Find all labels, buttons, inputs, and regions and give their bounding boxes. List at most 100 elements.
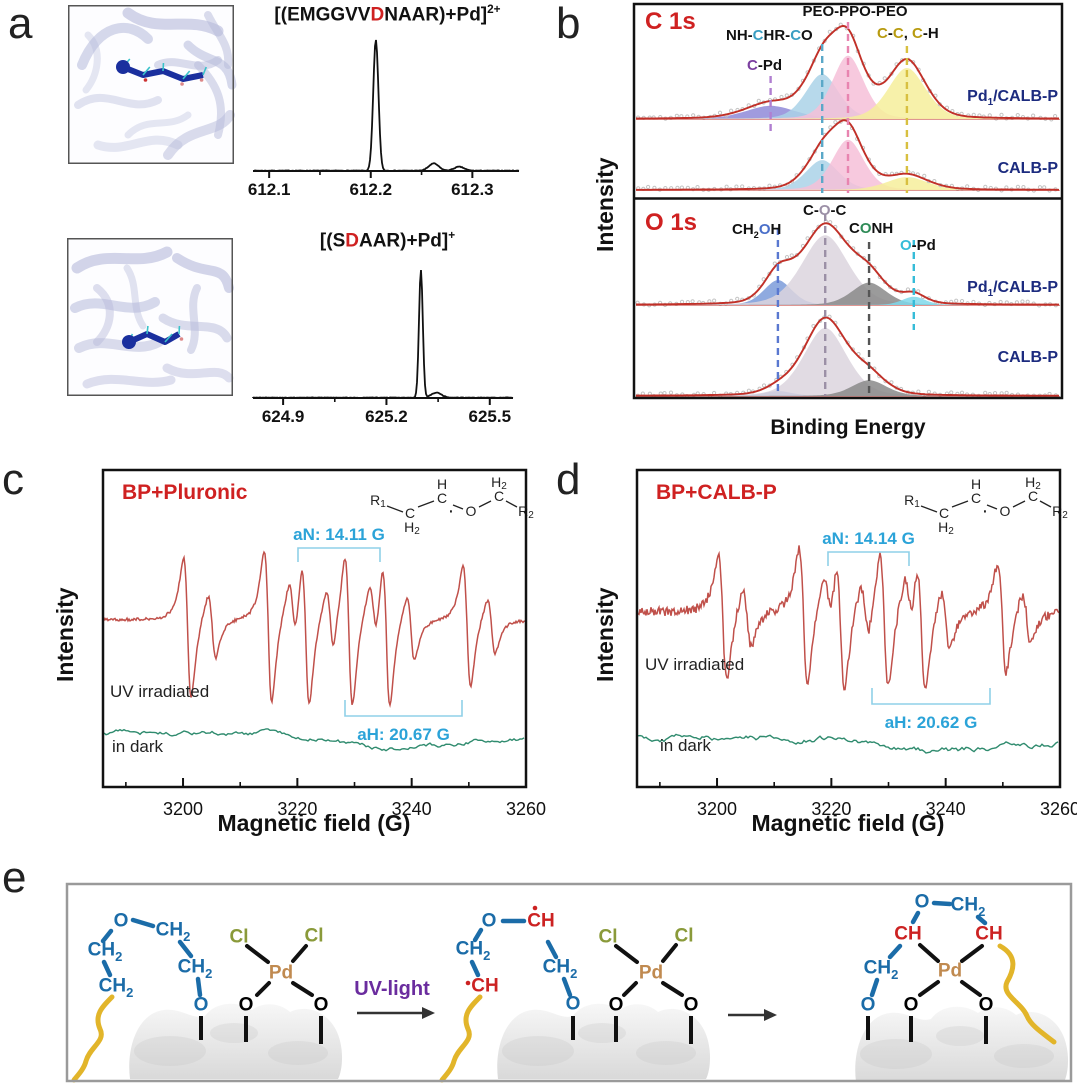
- ms2-axis: 624.9 625.2 625.5: [253, 397, 513, 426]
- xps-envelope-Pd1/CALB-P: [636, 222, 1059, 306]
- epr-plot-bp-calbp: 3200 3220 3240 3260 aN: 14.14 G aH: 20.62 G R1…: [635, 468, 1077, 819]
- atom-label: CH2: [951, 895, 986, 919]
- atom-label: CH2: [156, 920, 191, 944]
- aH-label: aH: 20.62 G: [885, 713, 978, 732]
- xps-c1s-trace2-label: CALB-P: [997, 160, 1058, 177]
- x-tick-label: 3220: [277, 799, 317, 819]
- xps-label-o-pd: O-Pd: [900, 237, 936, 254]
- x-tick-label: 3240: [926, 799, 966, 819]
- atom-label: O: [566, 994, 581, 1015]
- xps-y-axis-label: Intensity: [592, 157, 618, 253]
- aN-label: aN: 14.14 G: [822, 529, 915, 548]
- enzyme-surface-blob: [129, 1003, 343, 1079]
- in-dark-trace: [637, 733, 1059, 754]
- x-tick-label: 625.2: [365, 407, 408, 426]
- structure-radical-after-UV: O CH CH2 CH CH2 O Cl Cl Pd O O: [456, 905, 699, 1016]
- xps-label-c-pd: C-Pd: [747, 57, 783, 74]
- enzyme-surface-blob: [855, 1006, 1069, 1082]
- atom-label: CH2: [864, 958, 899, 982]
- atom-label: Pd: [938, 961, 962, 982]
- x-tick-label: 3200: [163, 799, 203, 819]
- epr-c-uv-label: UV irradiated: [110, 682, 210, 701]
- xps-label-nhchrco: NH-CHR-CO: [726, 27, 813, 44]
- xps-o1s-trace1-label: Pd1/CALB-P: [967, 279, 1058, 300]
- protein-structure-image-bottom: [67, 238, 234, 396]
- inset-atom: H2: [938, 519, 954, 537]
- xps-label-conh: CONH: [849, 220, 894, 237]
- polymer-tail: [439, 994, 483, 1083]
- panel-d-label: d: [556, 455, 581, 504]
- inset-atom: ·: [982, 500, 989, 522]
- uv-irradiated-trace: [637, 545, 1060, 691]
- atom-label: O: [861, 995, 876, 1016]
- atom-label: CH2: [88, 940, 123, 964]
- xps-c1s-trace1-label: Pd1/CALB-P: [967, 88, 1058, 109]
- epr-c-x-axis-label: Magnetic field (G): [217, 810, 411, 836]
- inset-atom: O: [466, 503, 477, 519]
- x-tick-label: 624.9: [262, 407, 305, 426]
- bound-peptide-ligand: [122, 325, 184, 349]
- atom-label: Cl: [599, 927, 618, 948]
- epr-plot-bp-pluronic: 3200 3220 3240 3260 aN: 14.11 G aH: 20.67 G R1…: [101, 468, 546, 819]
- atom-label: O: [239, 995, 254, 1016]
- x-tick-label: 612.3: [451, 180, 494, 199]
- enzyme-surface-blob: [497, 1003, 711, 1079]
- atom-label: O: [684, 995, 699, 1016]
- atom-label: CH2: [456, 939, 491, 963]
- xps-c1s-title: C 1s: [645, 8, 696, 35]
- atom-label: CH: [894, 924, 921, 945]
- inset-atom: C: [971, 490, 981, 506]
- x-tick-label: 3220: [811, 799, 851, 819]
- inset-atom: H2: [1025, 474, 1041, 492]
- x-tick-label: 3240: [392, 799, 432, 819]
- xps-label-cc-ch: C-C, C-H: [877, 25, 939, 42]
- atom-label: O: [482, 911, 497, 932]
- in-dark-trace: [103, 728, 525, 752]
- x-axis: 3200 3220 3240 3260: [659, 778, 1077, 819]
- atom-label: CH: [471, 976, 498, 997]
- inset-atom: C: [939, 505, 949, 521]
- xps-o1s-title: O 1s: [645, 209, 698, 236]
- atom-label: Pd: [639, 963, 663, 984]
- atom-label: O: [609, 995, 624, 1016]
- pd-coordination-bonds: [199, 943, 988, 1044]
- x-tick-label: 3260: [1040, 799, 1077, 819]
- inset-atom: H: [971, 476, 981, 492]
- uv-irradiated-trace: [103, 550, 526, 708]
- panel-a-label: a: [8, 0, 33, 48]
- aN-label: aN: 14.11 G: [293, 525, 385, 544]
- xps-x-axis-label: Binding Energy: [770, 416, 926, 439]
- hyperfine-brackets: [827, 551, 991, 705]
- ribbon-cartoon: [70, 246, 234, 389]
- aH-label: aH: 20.67 G: [357, 725, 450, 744]
- x-tick-label: 625.5: [469, 407, 512, 426]
- epr-d-uv-label: UV irradiated: [645, 655, 745, 674]
- atom-label: CH2: [99, 976, 134, 1000]
- structure-pluronic-PdCl2-before-UV: O CH2 CH2 CH2 CH2 O Cl Cl Pd O O: [88, 911, 329, 1016]
- xps-o1s-trace2-label: CALB-P: [997, 349, 1058, 366]
- atom-label: Cl: [305, 926, 324, 947]
- polymer-tail: [71, 994, 115, 1083]
- inset-atom: R1: [370, 492, 386, 510]
- xps-label-coc: C-O-C: [803, 202, 847, 219]
- atom-label: O: [314, 995, 329, 1016]
- inset-atom: H2: [491, 474, 507, 492]
- x-axis: 3200 3220 3240 3260: [125, 778, 546, 819]
- inset-atom: R1: [904, 492, 920, 510]
- epr-d-dark-label: in dark: [660, 736, 712, 755]
- inset-atom: O: [1000, 503, 1011, 519]
- epr-d-x-axis-label: Magnetic field (G): [751, 810, 945, 836]
- xps-label-peo: PEO-PPO-PEO: [802, 3, 908, 20]
- epr-d-y-axis-label: Intensity: [592, 587, 618, 683]
- ms2-title: [(SDAAR)+Pd]+: [319, 229, 456, 252]
- inset-atom: C: [494, 488, 504, 504]
- atom-label: Cl: [230, 927, 249, 948]
- atom-label: CH2: [543, 957, 578, 981]
- atom-label: Pd: [269, 963, 293, 984]
- xps-envelope-CALB-P: [636, 316, 1059, 397]
- x-tick-label: 3200: [697, 799, 737, 819]
